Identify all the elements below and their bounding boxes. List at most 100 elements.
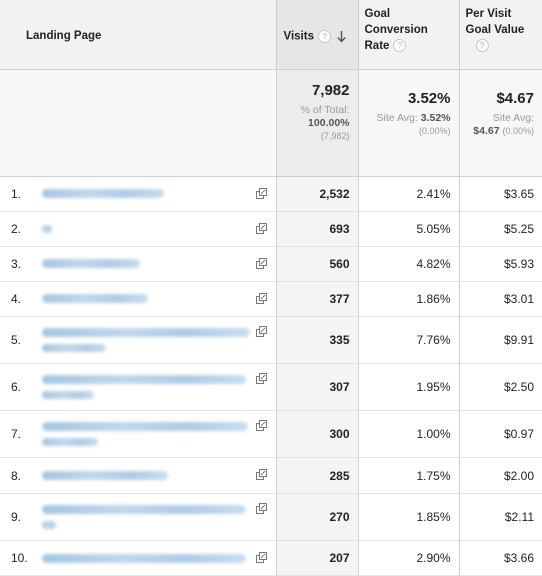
redacted-url-link[interactable] (42, 471, 168, 480)
totals-visits-cell: 7,982 % of Total: 100.00% (7,982) (275, 69, 358, 177)
column-header-visits[interactable]: Visits? (275, 0, 358, 70)
help-icon[interactable]: ? (475, 39, 489, 53)
visits-cell: 300 (275, 410, 358, 458)
redacted-url-link[interactable] (42, 259, 140, 268)
row-number: 4. (11, 292, 22, 306)
external-link-icon[interactable] (255, 326, 267, 337)
totals-rate-avg-diff: (0.00%) (418, 126, 451, 136)
redacted-url-link-continued (42, 521, 56, 529)
visits-cell: 207 (275, 540, 358, 576)
per-visit-goal-value-cell: $3.66 (458, 540, 542, 576)
row-number: 7. (11, 427, 22, 441)
table-row: 2. 693 5.05% $5.25 (0, 211, 542, 247)
external-link-icon[interactable] (255, 373, 267, 384)
per-visit-goal-value-cell: $2.00 (458, 457, 542, 494)
header-row: Landing Page Visits? Goal Conversion Rat… (0, 0, 542, 70)
totals-rate-avg-label: Site Avg: (376, 112, 418, 124)
landing-page-cell: 3. (0, 246, 276, 282)
landing-page-cell: 6. (0, 363, 276, 411)
column-header-value-line1: Per Visit (465, 8, 512, 20)
visits-cell: 2,532 (275, 176, 358, 212)
totals-value: $4.67 (496, 90, 534, 107)
help-icon[interactable]: ? (317, 30, 331, 43)
external-link-icon[interactable] (255, 469, 267, 480)
table-row: 8. 285 1.75% $2.00 (0, 457, 542, 494)
column-header-per-visit-goal-value[interactable]: Per Visit Goal Value ? (458, 0, 542, 70)
column-header-value-line2: Goal Value (465, 24, 525, 36)
per-visit-goal-value-cell: $2.50 (458, 363, 542, 411)
per-visit-goal-value-cell: $2.11 (458, 493, 542, 541)
help-icon[interactable]: ? (393, 39, 407, 53)
landing-page-cell: 10. (0, 540, 276, 576)
column-header-rate-line2: Conversion (364, 24, 428, 36)
row-number: 8. (11, 468, 22, 483)
external-link-icon[interactable] (255, 503, 267, 514)
totals-visits-count: (7,982) (320, 131, 350, 141)
visits-cell: 377 (275, 281, 358, 317)
sort-descending-icon[interactable] (337, 30, 346, 43)
redacted-url-link[interactable] (42, 422, 248, 431)
landing-page-cell: 8. (0, 457, 276, 494)
table-row: 4. 377 1.86% $3.01 (0, 281, 542, 317)
redacted-url-link[interactable] (42, 375, 246, 384)
column-header-landing-page-label: Landing Page (26, 29, 102, 42)
redacted-url-link[interactable] (42, 189, 164, 198)
column-header-rate-line3: Rate (364, 40, 390, 52)
row-number: 3. (11, 257, 22, 271)
external-link-icon[interactable] (255, 223, 267, 234)
goal-conversion-rate-cell: 1.75% (357, 457, 459, 494)
redacted-url-link[interactable] (42, 554, 246, 563)
totals-rate-avg: 3.52% (420, 112, 451, 124)
per-visit-goal-value-cell: $9.91 (458, 316, 542, 364)
table-row: 9. 270 1.85% $2.11 (0, 493, 542, 541)
totals-page-cell (0, 69, 276, 177)
totals-visits-pct-label: % of Total: (300, 104, 350, 116)
per-visit-goal-value-cell: $3.65 (458, 176, 542, 212)
totals-visits: 7,982 (311, 82, 350, 99)
row-number: 10. (11, 551, 28, 565)
external-link-icon[interactable] (255, 552, 267, 563)
totals-value-avg-diff: (0.00%) (502, 126, 534, 136)
table-row: 7. 300 1.00% $0.97 (0, 410, 542, 458)
per-visit-goal-value-cell: $0.97 (458, 410, 542, 458)
visits-cell: 285 (275, 457, 358, 494)
row-number: 9. (11, 510, 22, 524)
column-header-visits-label: Visits (283, 30, 314, 43)
external-link-icon[interactable] (255, 258, 267, 269)
redacted-url-link-continued (42, 344, 106, 352)
row-number: 1. (11, 187, 22, 201)
visits-cell: 693 (275, 211, 358, 247)
per-visit-goal-value-cell: $5.93 (458, 246, 542, 282)
row-number: 2. (11, 222, 22, 236)
totals-row: 7,982 % of Total: 100.00% (7,982) 3.52% … (0, 69, 542, 177)
totals-value-avg-label: Site Avg: (492, 112, 534, 124)
external-link-icon[interactable] (255, 420, 267, 431)
landing-page-cell: 9. (0, 493, 276, 541)
goal-conversion-rate-cell: 1.95% (357, 363, 459, 411)
landing-page-cell: 7. (0, 410, 276, 458)
redacted-url-link-continued (42, 391, 94, 399)
table-row: 1. 2,532 2.41% $3.65 (0, 176, 542, 212)
table-row: 10. 207 2.90% $3.66 (0, 540, 542, 576)
goal-conversion-rate-cell: 4.82% (357, 246, 459, 282)
redacted-url-link[interactable] (42, 328, 250, 337)
external-link-icon[interactable] (255, 293, 267, 304)
goal-conversion-rate-cell: 1.00% (357, 410, 459, 458)
external-link-icon[interactable] (255, 188, 267, 199)
column-header-rate-line1: Goal (364, 8, 391, 20)
column-header-landing-page[interactable]: Landing Page (0, 0, 276, 70)
goal-conversion-rate-cell: 5.05% (357, 211, 459, 247)
goal-conversion-rate-cell: 2.41% (357, 176, 459, 212)
per-visit-goal-value-cell: $3.01 (458, 281, 542, 317)
landing-page-cell: 5. (0, 316, 276, 364)
goal-conversion-rate-cell: 7.76% (357, 316, 459, 364)
redacted-url-link[interactable] (42, 294, 148, 303)
redacted-url-link[interactable] (42, 505, 246, 514)
column-header-goal-conversion-rate[interactable]: Goal Conversion Rate? (357, 0, 459, 70)
row-number: 5. (11, 333, 22, 347)
row-number: 6. (11, 380, 22, 394)
visits-cell: 307 (275, 363, 358, 411)
totals-visits-pct: 100.00% (308, 117, 350, 129)
redacted-url-link[interactable] (42, 225, 52, 233)
